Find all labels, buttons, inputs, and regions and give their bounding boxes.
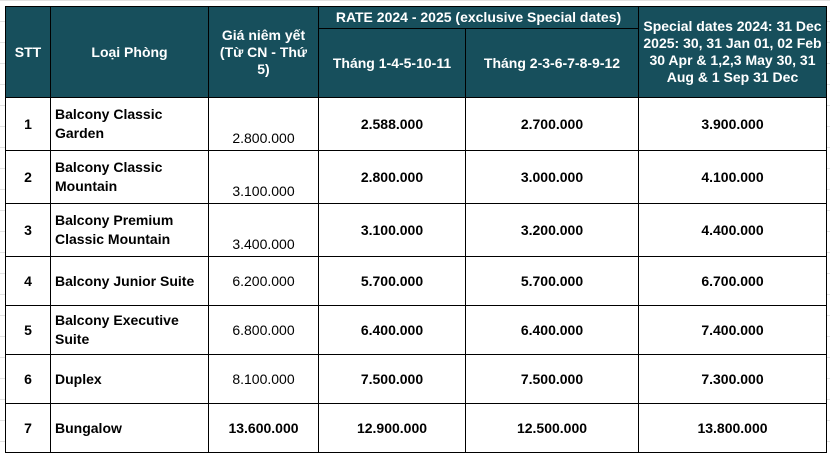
table-row: 4 Balcony Junior Suite 6.200.000 5.700.000 5… xyxy=(5,256,827,306)
cell-stt[interactable]: 1 xyxy=(5,97,51,151)
cell-list-price[interactable]: 3.400.000 xyxy=(208,203,319,257)
cell-list-price[interactable]: 2.800.000 xyxy=(208,97,319,151)
header-list-price[interactable]: Giá niêm yết (Từ CN - Thứ 5) xyxy=(208,6,319,98)
cell-list-price[interactable]: 6.200.000 xyxy=(208,256,319,306)
cell-special-rate[interactable]: 7.300.000 xyxy=(638,354,827,404)
cell-room-name[interactable]: Balcony Classic Mountain xyxy=(50,150,209,204)
cell-stt[interactable]: 6 xyxy=(5,354,51,404)
cell-rate-a[interactable]: 2.588.000 xyxy=(318,97,466,151)
cell-rate-b[interactable]: 7.500.000 xyxy=(465,354,639,404)
cell-rate-a[interactable]: 3.100.000 xyxy=(318,203,466,257)
cell-special-rate[interactable]: 4.400.000 xyxy=(638,203,827,257)
header-room-type[interactable]: Loại Phòng xyxy=(50,6,209,98)
cell-rate-b[interactable]: 3.200.000 xyxy=(465,203,639,257)
cell-list-price[interactable]: 6.800.000 xyxy=(208,305,319,355)
cell-rate-b[interactable]: 3.000.000 xyxy=(465,150,639,204)
cell-rate-b[interactable]: 5.700.000 xyxy=(465,256,639,306)
header-special-dates[interactable]: Special dates 2024: 31 Dec 2025: 30, 31 … xyxy=(638,6,827,98)
cell-room-name[interactable]: Duplex xyxy=(50,354,209,404)
table-row: 5 Balcony Executive Suite 6.800.000 6.400.0… xyxy=(5,305,827,355)
cell-stt[interactable]: 5 xyxy=(5,305,51,355)
cell-stt[interactable]: 4 xyxy=(5,256,51,306)
table-row: 1 Balcony Classic Garden 2.800.000 2.588.00… xyxy=(5,97,827,151)
cell-rate-b[interactable]: 12.500.000 xyxy=(465,403,639,453)
cell-special-rate[interactable]: 13.800.000 xyxy=(638,403,827,453)
cell-rate-b[interactable]: 2.700.000 xyxy=(465,97,639,151)
cell-rate-a[interactable]: 6.400.000 xyxy=(318,305,466,355)
header-rate-group[interactable]: RATE 2024 - 2025 (exclusive Special date… xyxy=(318,6,639,29)
rate-table: STT Loại Phòng Giá niêm yết (Từ CN - Thứ… xyxy=(5,6,827,453)
cell-rate-a[interactable]: 12.900.000 xyxy=(318,403,466,453)
cell-rate-a[interactable]: 7.500.000 xyxy=(318,354,466,404)
cell-special-rate[interactable]: 4.100.000 xyxy=(638,150,827,204)
cell-room-name[interactable]: Bungalow xyxy=(50,403,209,453)
cell-stt[interactable]: 7 xyxy=(5,403,51,453)
table-row: 7 Bungalow 13.600.000 12.900.000 12.500.000 1… xyxy=(5,403,827,453)
cell-list-price[interactable]: 8.100.000 xyxy=(208,354,319,404)
cell-special-rate[interactable]: 3.900.000 xyxy=(638,97,827,151)
cell-room-name[interactable]: Balcony Premium Classic Mountain xyxy=(50,203,209,257)
cell-list-price[interactable]: 3.100.000 xyxy=(208,150,319,204)
cell-room-name[interactable]: Balcony Executive Suite xyxy=(50,305,209,355)
header-rate-b[interactable]: Tháng 2-3-6-7-8-9-12 xyxy=(465,28,639,98)
table-row: 2 Balcony Classic Mountain 3.100.000 2.800.… xyxy=(5,150,827,204)
cell-special-rate[interactable]: 6.700.000 xyxy=(638,256,827,306)
header-rate-a[interactable]: Tháng 1-4-5-10-11 xyxy=(318,28,466,98)
header-stt[interactable]: STT xyxy=(5,6,51,98)
table-row: 3 Balcony Premium Classic Mountain 3.400.0… xyxy=(5,203,827,257)
cell-room-name[interactable]: Balcony Junior Suite xyxy=(50,256,209,306)
cell-stt[interactable]: 2 xyxy=(5,150,51,204)
cell-stt[interactable]: 3 xyxy=(5,203,51,257)
cell-room-name[interactable]: Balcony Classic Garden xyxy=(50,97,209,151)
cell-list-price[interactable]: 13.600.000 xyxy=(208,403,319,453)
cell-rate-b[interactable]: 6.400.000 xyxy=(465,305,639,355)
table-row: 6 Duplex 8.100.000 7.500.000 7.500.000 7.300.… xyxy=(5,354,827,404)
cell-special-rate[interactable]: 7.400.000 xyxy=(638,305,827,355)
cell-rate-a[interactable]: 2.800.000 xyxy=(318,150,466,204)
cell-rate-a[interactable]: 5.700.000 xyxy=(318,256,466,306)
